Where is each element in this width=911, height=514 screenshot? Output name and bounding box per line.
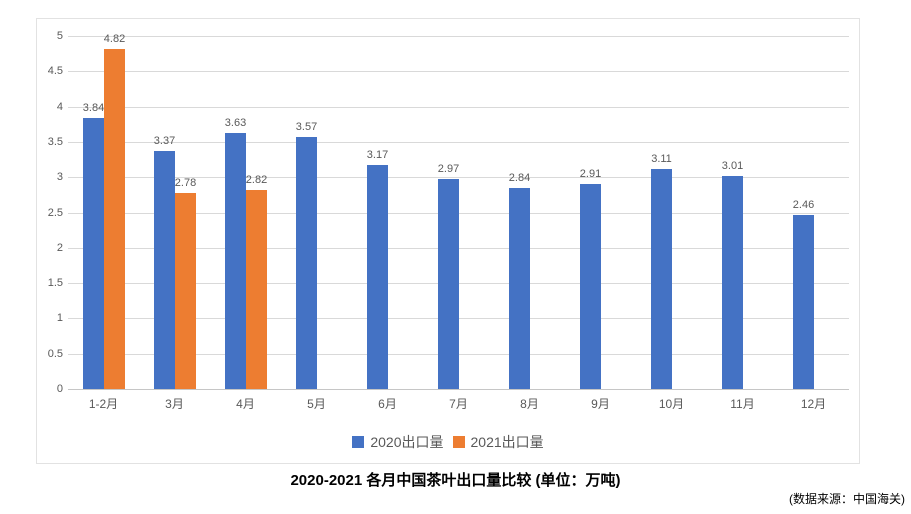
y-axis-tick-label: 1 (56, 312, 63, 325)
legend-label: 2021出口量 (470, 434, 544, 450)
bar-value-label: 4.82 (103, 32, 126, 45)
bar-value-label: 2.97 (437, 163, 460, 176)
y-axis-tick-label: 5 (56, 30, 63, 42)
gridline (68, 177, 849, 179)
bar-2020出口量 (509, 188, 530, 389)
bar-value-label: 3.57 (295, 120, 318, 133)
bar-2020出口量 (367, 165, 388, 389)
y-axis-tick-label: 0 (56, 383, 63, 395)
legend-label: 2020出口量 (370, 434, 444, 450)
bar-value-label: 3.84 (82, 101, 105, 114)
bar-value-label: 3.17 (366, 149, 389, 162)
x-axis-category-label: 4月 (236, 397, 255, 411)
bar-2020出口量 (225, 132, 246, 389)
bar-value-label: 2.84 (508, 172, 531, 185)
y-axis-tick-label: 2 (56, 241, 63, 254)
y-axis-tick-label: 4 (56, 100, 63, 113)
bar-value-label: 2.82 (245, 173, 268, 186)
legend-swatch-2020出口量 (352, 436, 365, 448)
x-axis-category-label: 9月 (591, 397, 610, 411)
bar-2020出口量 (438, 179, 459, 389)
bar-2020出口量 (651, 169, 672, 389)
x-axis-category-label: 5月 (307, 397, 326, 411)
bar-value-label: 2.91 (579, 167, 602, 180)
x-axis-category-label: 3月 (165, 397, 184, 411)
x-axis-category-label: 7月 (449, 397, 468, 411)
legend-item: 2021出口量 (452, 432, 544, 452)
bar-2020出口量 (154, 151, 175, 389)
chart-frame: 0 0.5 1 1.5 2 2.5 3 3.5 4 4.5 5 3.84 4.82 1-2月 3.37 2.7… (36, 18, 860, 464)
y-axis-tick-label: 1.5 (47, 277, 63, 290)
gridline (68, 36, 849, 37)
bar-2020出口量 (83, 117, 104, 389)
bar-value-label: 2.78 (174, 176, 197, 189)
x-axis-category-label: 8月 (520, 397, 539, 411)
data-source-note: (数据来源：中国海关) (789, 492, 905, 506)
bar-2021出口量 (246, 189, 267, 389)
y-axis-tick-label: 2.5 (47, 206, 63, 219)
bar-2021出口量 (175, 192, 196, 389)
bar-value-label: 3.63 (224, 116, 247, 129)
y-axis-tick-label: 3.5 (47, 135, 63, 148)
bar-2020出口量 (296, 136, 317, 389)
x-axis-category-label: 12月 (800, 397, 827, 411)
gridline (68, 71, 849, 73)
x-axis-category-label: 1-2月 (88, 397, 119, 411)
legend-item: 2020出口量 (352, 432, 444, 452)
x-axis-category-label: 10月 (658, 397, 685, 411)
bar-value-label: 2.46 (792, 199, 815, 212)
x-axis-category-label: 11月 (730, 397, 755, 411)
legend-swatch-2021出口量 (452, 436, 465, 448)
bar-value-label: 3.37 (153, 135, 176, 148)
legend: 2020出口量 2021出口量 (37, 432, 859, 452)
bar-2020出口量 (722, 176, 743, 389)
bar-2021出口量 (104, 48, 125, 389)
y-axis-tick-label: 3 (56, 171, 63, 184)
gridline (68, 141, 849, 143)
bar-2020出口量 (580, 183, 601, 389)
x-axis-category-label: 6月 (378, 397, 397, 411)
chart-title: 2020-2021 各月中国茶叶出口量比较 (单位：万吨) (290, 472, 621, 489)
x-axis-line (68, 389, 849, 390)
bar-value-label: 3.01 (721, 160, 744, 173)
gridline (68, 106, 849, 108)
y-axis-tick-label: 0.5 (47, 347, 63, 360)
y-axis-tick-label: 4.5 (47, 65, 63, 78)
bar-value-label: 3.11 (651, 153, 672, 166)
bar-2020出口量 (793, 215, 814, 389)
